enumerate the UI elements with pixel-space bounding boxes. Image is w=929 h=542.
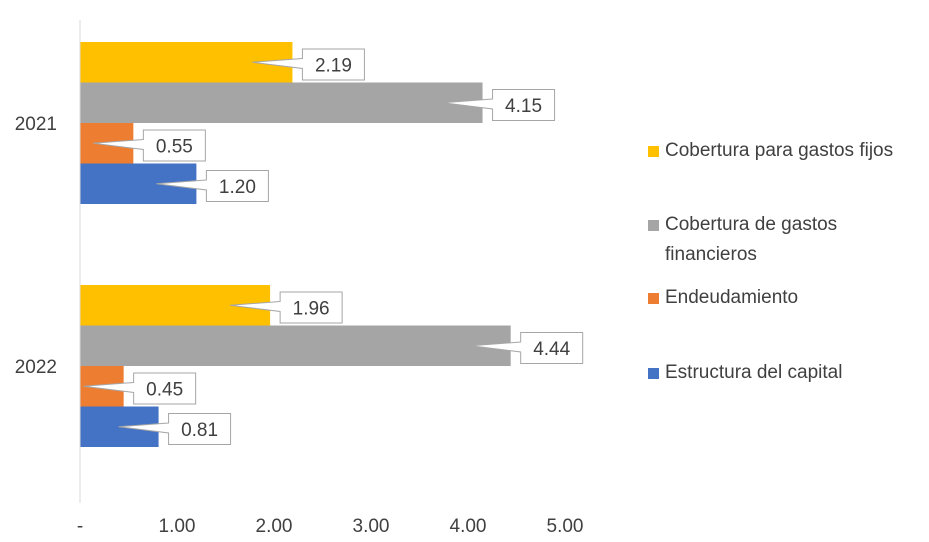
chart-legend: Cobertura para gastos fijos Cobertura de… xyxy=(648,0,929,542)
legend-label: Endeudamiento xyxy=(665,287,799,308)
data-label-1-0: 1.96 xyxy=(293,299,330,320)
legend-item-endeudamiento: Endeudamiento xyxy=(648,283,915,313)
callout-box-1-0 xyxy=(230,291,343,324)
legend-swatch-cobertura-gastos-financieros xyxy=(648,220,659,231)
data-label-0-2: 0.55 xyxy=(156,137,193,158)
data-label-1-1: 4.44 xyxy=(533,339,570,360)
legend-swatch-estructura-capital xyxy=(648,368,659,379)
legend-item-estructura-capital: Estructura del capital xyxy=(648,358,915,388)
x-tick-label-0: - xyxy=(77,516,83,537)
x-tick-label-4: 4.00 xyxy=(450,516,487,537)
legend-item-cobertura-gastos-financieros: Cobertura de gastos financieros xyxy=(648,210,880,270)
callout-box-0-3 xyxy=(156,170,269,202)
legend-swatch-endeudamiento xyxy=(648,293,659,304)
callout-box-1-1 xyxy=(470,332,584,364)
bar-0-1 xyxy=(80,82,483,123)
data-label-0-1: 4.15 xyxy=(505,96,542,117)
x-tick-label-1: 1.00 xyxy=(159,516,196,537)
category-label-2022: 2022 xyxy=(15,357,57,378)
data-label-0-3: 1.20 xyxy=(219,177,256,198)
data-label-0-0: 2.19 xyxy=(315,56,352,77)
callout-box-0-2 xyxy=(93,129,206,162)
legend-swatch-cobertura-gastos-fijos xyxy=(648,146,659,157)
callout-box-1-2 xyxy=(83,372,197,405)
x-tick-label-3: 3.00 xyxy=(353,516,390,537)
legend-label: Estructura del capital xyxy=(665,362,843,383)
callout-box-0-1 xyxy=(442,89,556,121)
x-tick-label-5: 5.00 xyxy=(547,516,584,537)
legend-label: Cobertura para gastos fijos xyxy=(665,140,894,161)
callout-box-0-0 xyxy=(252,48,365,81)
data-label-1-3: 0.81 xyxy=(181,420,218,441)
category-label-2021: 2021 xyxy=(15,114,57,135)
bar-1-1 xyxy=(80,325,511,366)
callout-box-1-3 xyxy=(118,413,232,445)
x-tick-label-2: 2.00 xyxy=(256,516,293,537)
legend-label: Cobertura de gastos financieros xyxy=(665,214,838,265)
data-label-1-2: 0.45 xyxy=(146,380,183,401)
legend-item-cobertura-gastos-fijos: Cobertura para gastos fijos xyxy=(648,136,915,166)
